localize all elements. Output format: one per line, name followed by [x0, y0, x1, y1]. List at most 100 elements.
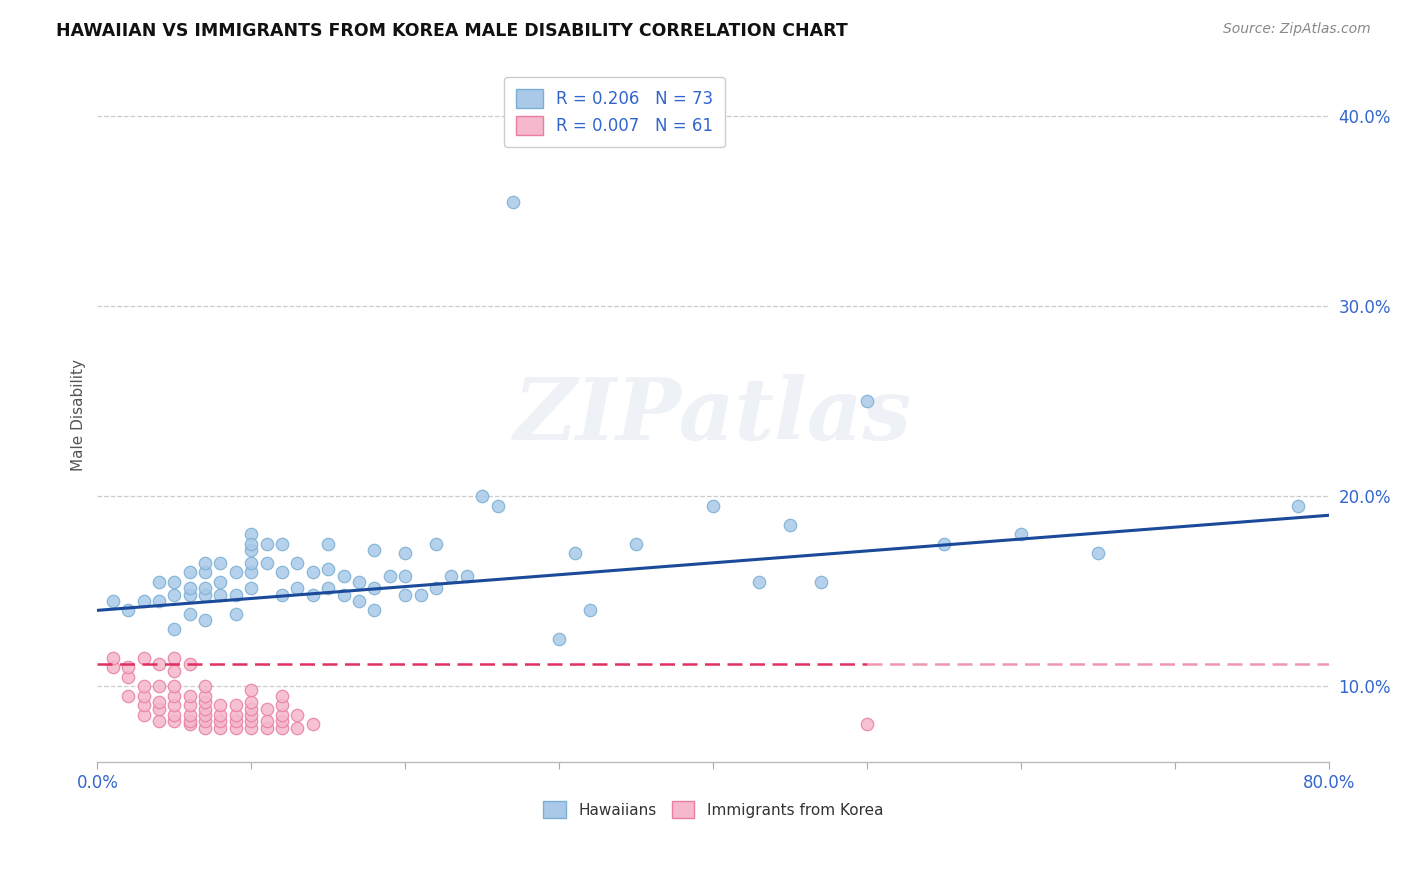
Point [240, 542, 263, 557]
Point [117, 603, 139, 617]
Point [209, 714, 232, 728]
Point [363, 603, 385, 617]
Point [748, 574, 770, 589]
Point [225, 588, 247, 602]
Point [1087, 546, 1109, 560]
Text: ZIPatlas: ZIPatlas [515, 374, 912, 458]
Point [256, 556, 278, 570]
Point [179, 689, 201, 703]
Point [256, 721, 278, 735]
Point [347, 594, 370, 608]
Point [179, 707, 201, 722]
Point [209, 698, 232, 713]
Point [194, 581, 217, 595]
Point [117, 670, 139, 684]
Point [132, 707, 155, 722]
Point [378, 569, 401, 583]
Point [240, 721, 263, 735]
Point [316, 537, 339, 551]
Point [287, 581, 309, 595]
Point [209, 556, 232, 570]
Point [579, 603, 602, 617]
Point [256, 714, 278, 728]
Point [132, 594, 155, 608]
Point [287, 556, 309, 570]
Point [194, 613, 217, 627]
Point [225, 698, 247, 713]
Point [548, 632, 571, 646]
Point [347, 574, 370, 589]
Point [194, 556, 217, 570]
Point [702, 499, 724, 513]
Point [240, 695, 263, 709]
Point [163, 714, 186, 728]
Legend: Hawaiians, Immigrants from Korea: Hawaiians, Immigrants from Korea [537, 796, 890, 824]
Point [1010, 527, 1032, 541]
Point [163, 623, 186, 637]
Point [271, 698, 294, 713]
Point [932, 537, 955, 551]
Point [194, 679, 217, 693]
Point [209, 588, 232, 602]
Point [179, 657, 201, 671]
Point [240, 537, 263, 551]
Point [117, 660, 139, 674]
Point [117, 689, 139, 703]
Point [624, 537, 647, 551]
Point [240, 527, 263, 541]
Point [240, 566, 263, 580]
Point [225, 607, 247, 622]
Point [240, 683, 263, 698]
Point [101, 660, 124, 674]
Point [179, 588, 201, 602]
Point [163, 664, 186, 678]
Point [225, 714, 247, 728]
Point [486, 499, 509, 513]
Point [132, 689, 155, 703]
Point [456, 569, 478, 583]
Point [179, 698, 201, 713]
Point [163, 679, 186, 693]
Point [225, 566, 247, 580]
Point [163, 574, 186, 589]
Point [316, 561, 339, 575]
Point [271, 721, 294, 735]
Point [132, 698, 155, 713]
Point [271, 707, 294, 722]
Point [287, 707, 309, 722]
Point [101, 594, 124, 608]
Point [209, 707, 232, 722]
Point [810, 574, 832, 589]
Text: Source: ZipAtlas.com: Source: ZipAtlas.com [1223, 22, 1371, 37]
Point [425, 537, 447, 551]
Point [240, 581, 263, 595]
Point [302, 717, 325, 731]
Point [240, 702, 263, 716]
Point [363, 542, 385, 557]
Point [394, 588, 416, 602]
Point [271, 714, 294, 728]
Point [209, 721, 232, 735]
Point [240, 714, 263, 728]
Point [194, 714, 217, 728]
Point [394, 546, 416, 560]
Point [332, 569, 354, 583]
Text: HAWAIIAN VS IMMIGRANTS FROM KOREA MALE DISABILITY CORRELATION CHART: HAWAIIAN VS IMMIGRANTS FROM KOREA MALE D… [56, 22, 848, 40]
Point [179, 566, 201, 580]
Point [302, 566, 325, 580]
Point [163, 698, 186, 713]
Point [179, 607, 201, 622]
Point [240, 707, 263, 722]
Point [194, 689, 217, 703]
Point [271, 689, 294, 703]
Point [287, 721, 309, 735]
Point [256, 537, 278, 551]
Point [132, 679, 155, 693]
Point [179, 714, 201, 728]
Point [332, 588, 354, 602]
Point [425, 581, 447, 595]
Point [440, 569, 463, 583]
Point [256, 702, 278, 716]
Point [471, 489, 494, 503]
Point [194, 695, 217, 709]
